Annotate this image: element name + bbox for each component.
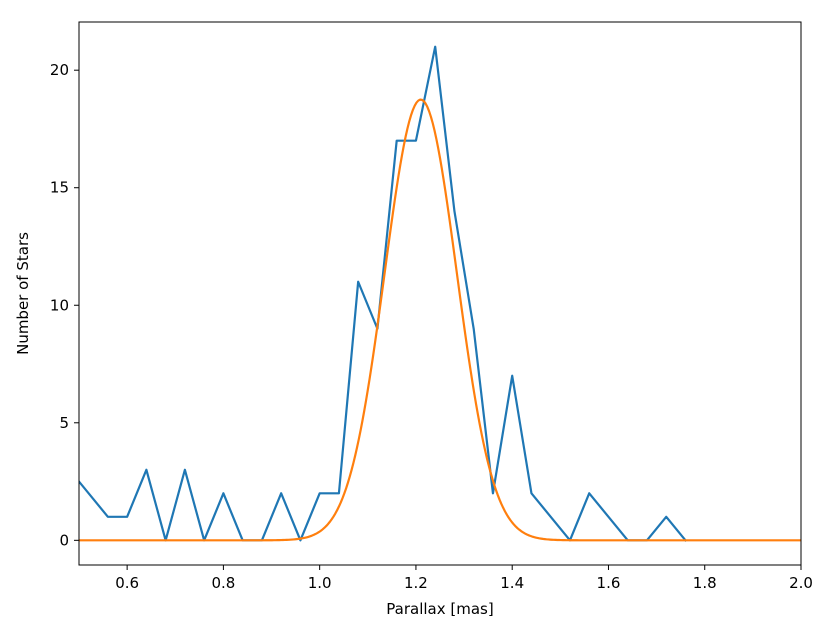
x-tick-label: 0.8	[211, 574, 235, 592]
series-gaussian-fit-line	[79, 98, 801, 542]
x-tick-label: 1.6	[597, 574, 621, 592]
x-tick-label: 1.2	[404, 574, 428, 592]
y-axis-ticks: 0 5 10 15 20	[50, 61, 79, 549]
x-axis-label: Parallax [mas]	[386, 600, 493, 618]
y-tick-label: 15	[50, 179, 69, 197]
x-tick-label: 0.6	[115, 574, 139, 592]
x-tick-label: 1.0	[308, 574, 332, 592]
x-tick-label: 1.4	[500, 574, 524, 592]
y-tick-label: 10	[50, 296, 69, 314]
x-tick-label: 2.0	[789, 574, 813, 592]
y-tick-label: 5	[59, 414, 69, 432]
y-tick-label: 0	[59, 531, 69, 549]
series-layer	[79, 45, 801, 542]
plot-area-frame	[78, 21, 802, 566]
y-tick-label: 20	[50, 61, 69, 79]
y-axis-label: Number of Stars	[14, 232, 32, 355]
series-counts-line	[79, 45, 688, 542]
x-axis-ticks: 0.6 0.8 1.0 1.2 1.4 1.6 1.8 2.0	[115, 565, 813, 592]
x-tick-label: 1.8	[693, 574, 717, 592]
